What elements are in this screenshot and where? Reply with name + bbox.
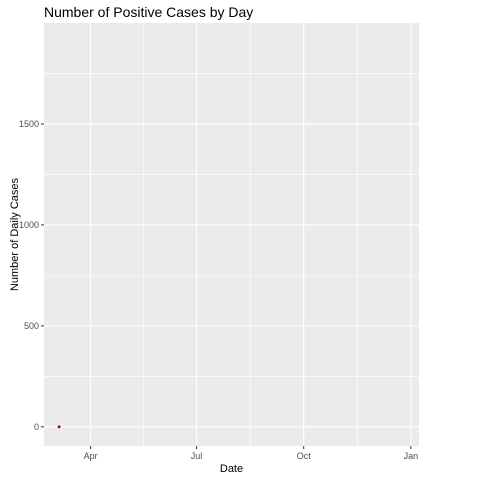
x-axis-title: Date [220,463,243,475]
y-axis: 0 500 1000 1500 [19,119,44,432]
y-tick-label: 500 [24,321,39,331]
data-point [58,425,61,428]
plot-panel [44,23,419,446]
y-tick-label: 1000 [19,220,39,230]
chart-title: Number of Positive Cases by Day [44,4,253,20]
y-tick-label: 0 [34,422,39,432]
y-tick-label: 1500 [19,119,39,129]
x-tick-label: Jan [404,451,419,461]
x-tick-label: Jul [191,451,203,461]
y-axis-title: Number of Daily Cases [9,177,21,291]
x-axis: Apr Jul Oct Jan [84,446,419,461]
data-points [58,425,61,428]
x-tick-label: Oct [297,451,312,461]
x-tick-label: Apr [84,451,98,461]
